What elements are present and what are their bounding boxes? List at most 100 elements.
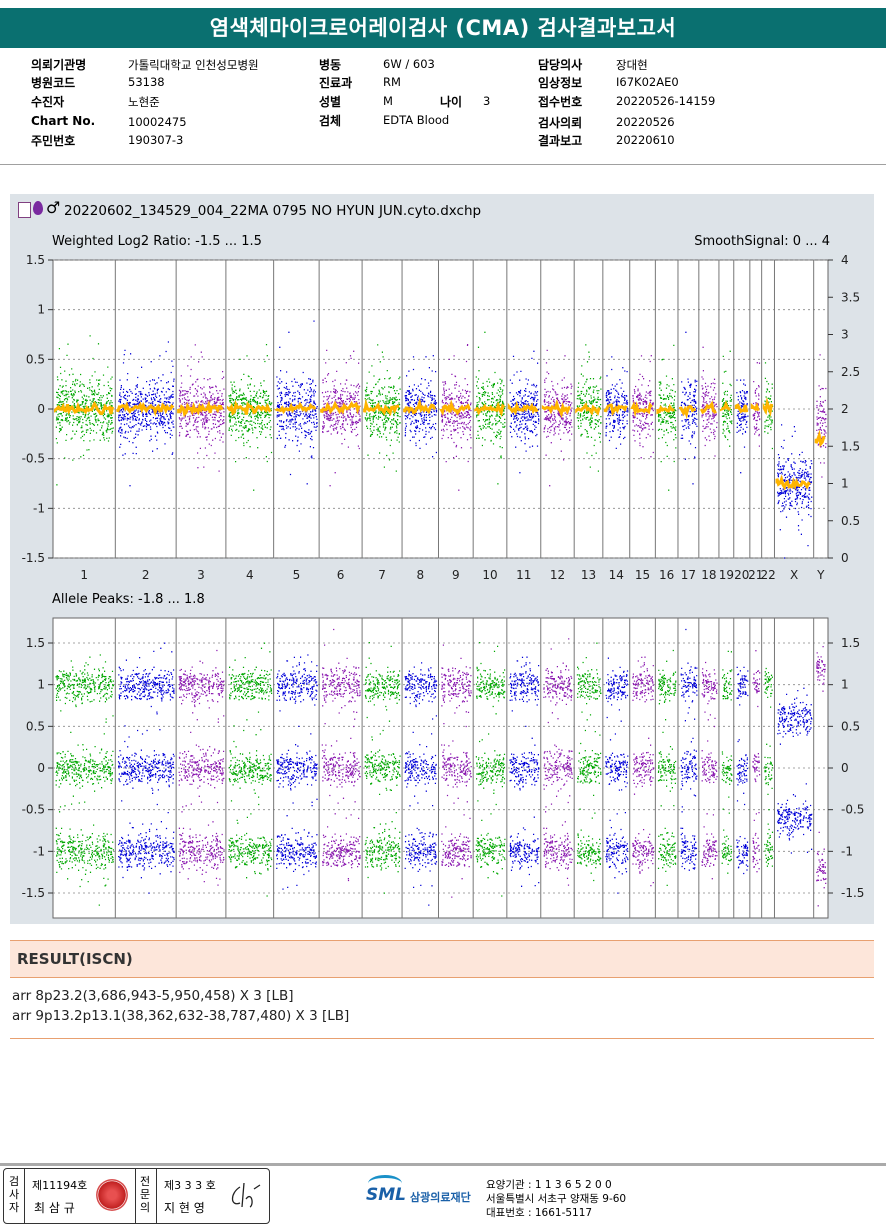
info-value: EDTA Blood	[383, 113, 450, 127]
chromosome-X-points	[775, 424, 813, 559]
info-label: 검사의뢰	[538, 116, 583, 130]
phone-number: 대표번호 : 1661-5117	[486, 1207, 593, 1219]
y2-tick-label: 1	[841, 477, 849, 491]
chromosome-22-points	[762, 362, 774, 450]
chromosome-11-points	[507, 350, 540, 474]
info-label: Chart No.	[31, 114, 96, 128]
chromosome-label: 20	[734, 568, 749, 582]
y2-tick-label: 0	[841, 551, 849, 565]
y2-tick-label: 3.5	[841, 290, 860, 304]
chromosome-11-points	[509, 656, 540, 887]
chromosome-8-points	[404, 662, 438, 906]
smooth-signal-line	[320, 400, 361, 415]
info-value: I67K02AE0	[616, 75, 679, 89]
divider	[10, 1038, 874, 1039]
smooth-signal-line	[762, 397, 774, 417]
chromosome-label: 6	[337, 568, 345, 582]
file-icon	[18, 202, 31, 218]
chromosome-17-points	[680, 628, 698, 871]
info-label: 진료과	[319, 76, 353, 90]
specialist-name: 지 현 영	[164, 1201, 205, 1215]
info-value: RM	[383, 75, 401, 89]
chromosome-13-points	[576, 642, 602, 882]
data-filename: 20220602_134529_004_22MA 0795 NO HYUN JU…	[64, 203, 482, 219]
smooth-signal-line	[719, 400, 731, 412]
report-title: 염색체마이크로어레이검사 (CMA) 검사결과보고서	[0, 8, 886, 48]
y2-tick-label: 3	[841, 328, 849, 342]
chromosome-label: 10	[482, 568, 497, 582]
chromosome-4-points	[226, 343, 273, 491]
y2-tick-label: 2.5	[841, 365, 860, 379]
y-tick-label: 0.5	[26, 352, 45, 366]
y-tick-label-right: 1	[841, 678, 849, 692]
info-label: 병원코드	[31, 76, 76, 90]
chromosome-18-points	[701, 661, 718, 880]
info-label: 주민번호	[31, 134, 76, 148]
chromosome-3-points	[178, 649, 225, 886]
inspector-side-label: 검사자	[8, 1175, 20, 1214]
specialist-side-label: 전문의	[139, 1175, 151, 1214]
chromosome-2-points	[116, 341, 175, 487]
chromosome-10-points	[475, 641, 506, 897]
result-heading-label: RESULT(ISCN)	[17, 950, 133, 968]
footer-divider	[0, 1163, 886, 1166]
y-tick-label: 0.5	[26, 719, 45, 733]
smooth-signal-line	[177, 399, 224, 418]
y-tick-label: -1	[33, 501, 45, 515]
info-value: 노현준	[128, 95, 160, 109]
y2-tick-label: 4	[841, 253, 849, 267]
smooth-signal-line	[814, 429, 826, 448]
y2-tick-label: 1.5	[841, 439, 860, 453]
org-name: 삼광의료재단	[410, 1191, 471, 1204]
chromosome-15-points	[632, 656, 655, 887]
smooth-signal-line	[699, 400, 717, 415]
chromosome-12-points	[543, 638, 573, 886]
y-tick-label: -1.5	[22, 551, 45, 565]
inspector-name: 최 삼 규	[34, 1201, 75, 1215]
institution-code: 요양기관 : 1 1 3 6 5 2 0 0	[486, 1179, 612, 1191]
smooth-signal-line	[630, 401, 653, 418]
chromosome-7-points	[363, 344, 401, 472]
chromosome-label: 16	[659, 568, 674, 582]
chromosome-10-points	[474, 331, 506, 485]
chromosome-X-points	[777, 687, 813, 854]
chromosome-20-points	[734, 379, 749, 474]
chromosome-7-points	[364, 641, 401, 894]
chromosome-21-points	[752, 650, 761, 873]
chromosome-label: 9	[452, 568, 460, 582]
smooth-signal-line	[679, 405, 697, 420]
chromosome-5-points	[276, 654, 318, 890]
chromosome-15-points	[630, 355, 654, 459]
age-value: 3	[483, 94, 491, 108]
smooth-signal-line	[575, 402, 601, 416]
smooth-signal-line	[603, 403, 628, 417]
chromosome-label: 7	[378, 568, 386, 582]
chromosome-14-points	[605, 657, 629, 894]
y-tick-label: -0.5	[22, 803, 45, 817]
chromosome-19-points	[719, 350, 733, 447]
male-sex-icon: ♂	[46, 198, 61, 217]
y2-tick-label: 0.5	[841, 514, 860, 528]
y-tick-label-right: -0.5	[841, 803, 864, 817]
smooth-signal-line	[403, 397, 437, 415]
chromosome-2-points	[117, 642, 175, 894]
y2-tick-label: 2	[841, 402, 849, 416]
y-tick-label: 1.5	[26, 636, 45, 650]
logo-mark: SML	[366, 1185, 406, 1205]
info-label: 검체	[319, 114, 342, 128]
result-line: arr 8p23.2(3,686,943-5,950,458) X 3 [LB]	[12, 988, 294, 1004]
info-label: 성별	[319, 95, 342, 109]
y-tick-label: -0.5	[22, 452, 45, 466]
y-tick-label: 0	[37, 402, 45, 416]
cma-plot-panel: ♂ 20220602_134529_004_22MA 0795 NO HYUN …	[10, 194, 874, 924]
y-tick-label: -1.5	[22, 886, 45, 900]
signature-icon	[231, 1182, 261, 1208]
smooth-signal-line	[734, 403, 749, 414]
chromosome-6-points	[321, 628, 361, 882]
chromosome-3-points	[177, 344, 225, 472]
marker-icon	[33, 201, 43, 215]
y-tick-label: 1	[37, 678, 45, 692]
smooth-signal-line	[507, 400, 539, 416]
chromosome-label: 18	[701, 568, 716, 582]
chromosome-13-points	[575, 344, 602, 472]
